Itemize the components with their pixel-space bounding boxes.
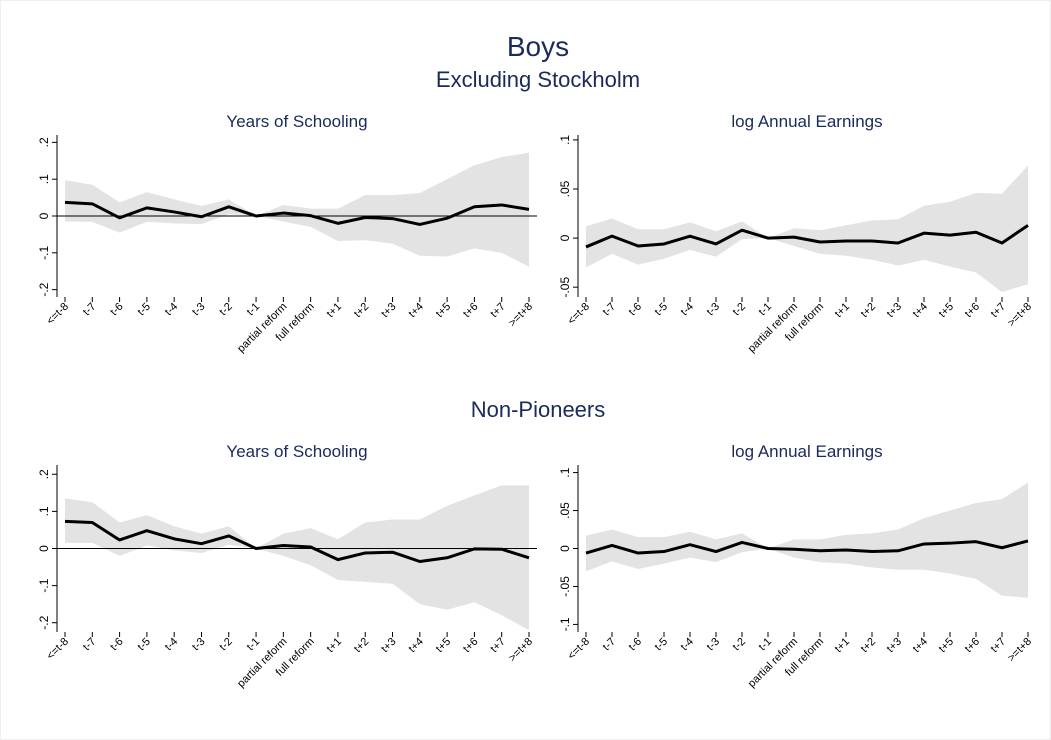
- confidence-band: [65, 485, 529, 631]
- y-tick-label: .1: [558, 135, 572, 145]
- estimate-line: [64, 519, 530, 563]
- section-title: Excluding Stockholm: [436, 67, 640, 92]
- y-tick-label: .1: [558, 467, 572, 477]
- y-tick-label: .1: [37, 506, 51, 516]
- y-tick-label: .2: [37, 137, 51, 147]
- panel-title: log Annual Earnings: [731, 442, 882, 461]
- estimate-line: [585, 539, 1029, 555]
- y-tick-label: .05: [558, 502, 572, 519]
- y-tick-label: -.2: [37, 282, 51, 296]
- y-tick-label: 0: [37, 212, 51, 219]
- estimate-line: [585, 224, 1029, 249]
- estimate-line: [64, 200, 530, 226]
- y-tick-label: -.1: [558, 617, 572, 631]
- y-tick-label: .2: [37, 469, 51, 479]
- confidence-band: [65, 152, 529, 267]
- y-tick-label: 0: [558, 234, 572, 241]
- section-title: Non-Pioneers: [471, 397, 606, 422]
- y-tick-label: 0: [558, 545, 572, 552]
- panel-title: log Annual Earnings: [731, 112, 882, 131]
- confidence-band: [586, 165, 1028, 293]
- y-tick-label: -.05: [558, 277, 572, 298]
- y-tick-label: -.1: [37, 245, 51, 259]
- y-tick-label: -.05: [558, 576, 572, 597]
- y-tick-label: 0: [37, 545, 51, 552]
- y-tick-label: -.2: [37, 615, 51, 629]
- panel-title: Years of Schooling: [226, 442, 367, 461]
- y-tick-label: -.1: [37, 578, 51, 592]
- y-tick-label: .05: [558, 180, 572, 197]
- confidence-band: [586, 482, 1028, 598]
- panel-title: Years of Schooling: [226, 112, 367, 131]
- y-tick-label: .1: [37, 174, 51, 184]
- figure-title: Boys: [507, 31, 569, 62]
